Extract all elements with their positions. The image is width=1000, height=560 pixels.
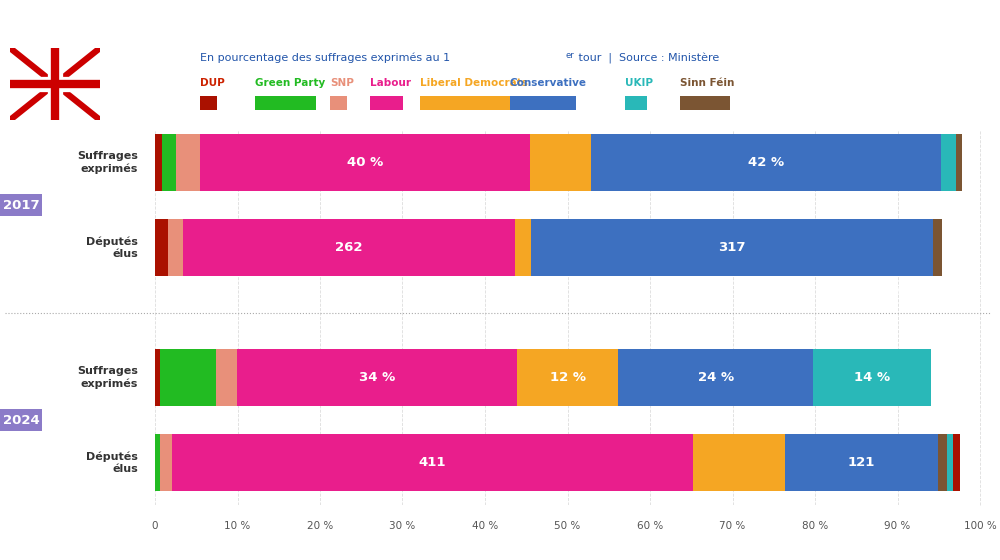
Text: DUP: DUP [200,78,225,88]
Text: ÉLUCID: ÉLUCID [21,15,93,33]
Text: 14 %: 14 % [854,371,890,384]
Bar [162,134,176,191]
Bar [953,434,960,491]
Bar [237,349,517,406]
Bar [183,219,515,276]
Text: Députés
élus: Députés élus [86,236,138,259]
Bar [168,219,183,276]
Bar [515,219,531,276]
Bar [155,349,160,406]
Bar [200,96,216,110]
Bar [813,349,931,406]
Bar [517,349,618,406]
Bar [155,134,162,191]
Text: Suffrages
exprimés: Suffrages exprimés [77,366,138,389]
Bar [530,134,591,191]
Bar [510,96,576,110]
Bar [956,134,962,191]
Bar [155,219,168,276]
Bar [160,349,216,406]
Bar [255,96,316,110]
Bar [330,96,347,110]
Text: 2024: 2024 [3,413,39,427]
Text: 40 %: 40 % [347,156,384,169]
Bar [160,434,172,491]
Text: Green Party: Green Party [255,78,325,88]
Bar [693,434,785,491]
Text: er: er [565,50,574,59]
Bar [531,219,933,276]
Bar [200,134,530,191]
Text: 42 %: 42 % [748,156,784,169]
Text: 12 %: 12 % [550,371,586,384]
Bar [933,219,942,276]
Text: SNP: SNP [330,78,354,88]
Text: Labour: Labour [370,78,411,88]
Bar [0,194,42,216]
Bar [370,96,403,110]
Text: 121: 121 [848,456,875,469]
Text: www.elucid.media: www.elucid.media [896,285,985,295]
Bar [618,349,813,406]
Bar [938,434,947,491]
Bar [947,434,953,491]
Text: Résultats des élections législatives au Royaume-Uni en 2017 et 2024: Résultats des élections législatives au … [263,16,857,32]
Text: 34 %: 34 % [359,371,395,384]
Bar [0,409,42,431]
Text: 317: 317 [718,241,746,254]
Bar [680,96,730,110]
Text: 2017: 2017 [3,198,39,212]
Text: 411: 411 [419,456,446,469]
Bar [172,434,693,491]
Text: Suffrages
exprimés: Suffrages exprimés [77,151,138,174]
Bar [216,349,237,406]
Text: Liberal Democrats: Liberal Democrats [420,78,528,88]
Bar [155,434,160,491]
Text: tour  |  Source : Ministère: tour | Source : Ministère [575,53,719,63]
Bar [176,134,200,191]
Text: En pourcentage des suffrages exprimés au 1: En pourcentage des suffrages exprimés au… [200,53,450,63]
Text: Députés
élus: Députés élus [86,451,138,474]
Bar [420,96,514,110]
Bar [785,434,938,491]
Text: 262: 262 [335,241,363,254]
Bar [625,96,647,110]
Bar [941,134,956,191]
Bar [591,134,941,191]
Text: Sinn Féin: Sinn Féin [680,78,734,88]
Text: 24 %: 24 % [698,371,734,384]
Text: UKIP: UKIP [625,78,653,88]
Text: Conservative: Conservative [510,78,587,88]
